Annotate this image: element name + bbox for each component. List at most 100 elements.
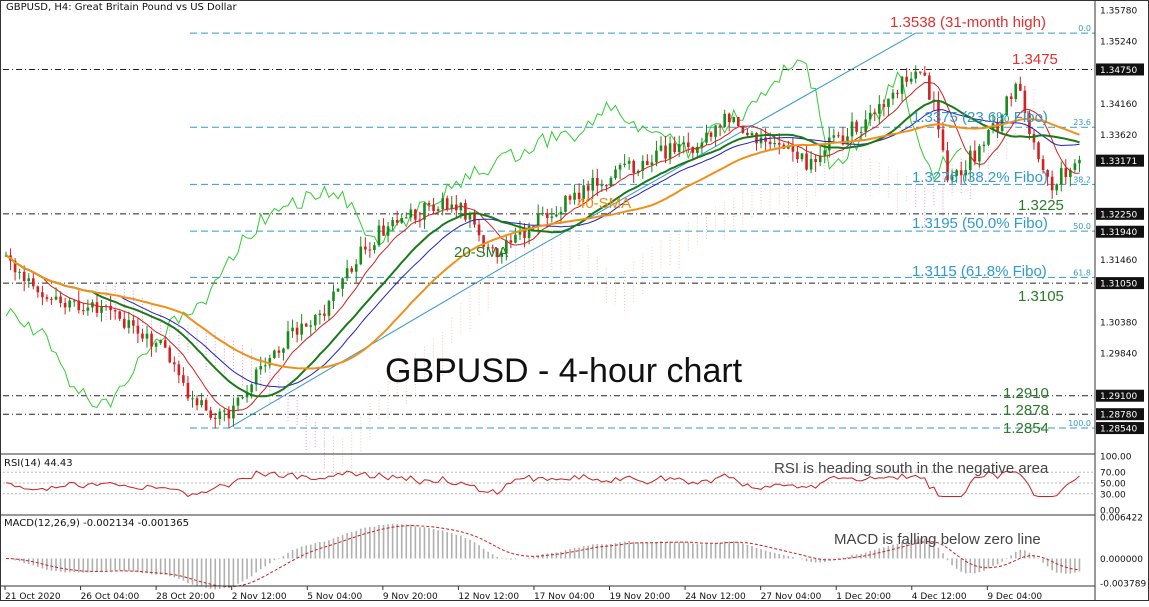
candle-body — [627, 160, 631, 164]
candle-body — [400, 218, 404, 223]
candle-body — [373, 245, 376, 250]
candle-body — [764, 137, 767, 142]
candle-body — [691, 146, 695, 153]
candle-body — [464, 203, 467, 220]
candle-body — [77, 300, 81, 311]
candle-body — [655, 150, 658, 163]
candle-body — [755, 132, 758, 144]
candle-body — [887, 98, 890, 107]
candle-body — [759, 137, 763, 144]
candle-body — [591, 177, 595, 191]
time-tick-5: 9 Nov 20:00 — [383, 592, 438, 602]
candle-body — [268, 358, 272, 366]
rsi-tick-0: 100.00 — [1100, 453, 1132, 463]
candle-body — [300, 323, 303, 335]
candle-body — [141, 333, 144, 339]
candle-body — [582, 185, 585, 199]
sma40-line — [5, 117, 1080, 370]
candle-body — [1009, 96, 1013, 99]
rsi-tick-3: 30.00 — [1100, 490, 1126, 500]
time-tick-6: 12 Nov 12:00 — [458, 592, 519, 602]
price-tick-14: 1.28540 — [1100, 425, 1137, 435]
candle-body — [605, 184, 608, 187]
candle-body — [791, 145, 795, 152]
time-tick-12: 4 Dec 12:00 — [912, 592, 967, 602]
candle-body — [923, 72, 927, 76]
candle-body — [445, 198, 449, 209]
candle-body — [31, 278, 35, 287]
candle-body — [564, 195, 567, 212]
label-fibo-61-8: 1.3115 (61.8% Fibo) — [912, 263, 1047, 280]
candle-body — [937, 100, 940, 130]
candle-body — [113, 310, 117, 312]
candle-body — [1069, 169, 1072, 178]
label-1-3225: 1.3225 — [1018, 197, 1064, 214]
candle-body — [641, 160, 645, 171]
candle-body — [596, 177, 599, 186]
candle-body — [1019, 83, 1022, 91]
candle-body — [336, 288, 340, 292]
candle-body — [223, 410, 226, 412]
candle-body — [1055, 184, 1059, 191]
candle-body — [482, 235, 485, 247]
candle-body — [427, 203, 431, 205]
candle-body — [659, 145, 663, 151]
rsi-note: RSI is heading south in the negative are… — [774, 460, 1049, 477]
candle-body — [518, 229, 522, 235]
candle-body — [987, 129, 990, 145]
macd-tick-2: -0.003789 — [1100, 580, 1146, 590]
macd-header: MACD(12,26,9) -0.002134 -0.001365 — [4, 518, 189, 529]
price-badge-12 — [1096, 389, 1144, 402]
candle-body — [955, 170, 958, 176]
fib-tick-4: 61.8 — [1073, 268, 1091, 277]
time-tick-1: 26 Oct 04:00 — [81, 592, 140, 602]
label-1-2854: 1.2854 — [1003, 420, 1049, 437]
candle-body — [177, 364, 181, 376]
price-badge-13 — [1096, 408, 1144, 421]
candle-body — [796, 151, 799, 160]
candle-body — [282, 348, 285, 353]
price-badge-7 — [1096, 225, 1144, 238]
chart-title: GBPUSD - 4-hour chart — [385, 352, 743, 390]
candle-body — [86, 307, 90, 311]
candle-body — [805, 153, 808, 170]
candle-body — [423, 203, 426, 220]
candle-body — [673, 143, 676, 153]
fib-tick-5: 100.0 — [1068, 419, 1091, 428]
candle-body — [359, 246, 363, 265]
candle-body — [250, 384, 253, 393]
time-tick-2: 28 Oct 20:00 — [156, 592, 215, 602]
candle-body — [1064, 168, 1068, 178]
candle-body — [559, 211, 563, 215]
fib-tick-3: 50.0 — [1073, 222, 1091, 231]
candle-body — [896, 92, 899, 94]
price-tick-11: 1.29840 — [1100, 349, 1137, 359]
price-badge-5 — [1096, 154, 1144, 167]
candle-body — [818, 155, 822, 163]
candle-body — [495, 248, 499, 257]
price-tick-4: 1.33620 — [1100, 131, 1137, 141]
label-40-sma: 40-SMA — [577, 195, 632, 212]
candle-body — [382, 225, 385, 236]
time-tick-4: 5 Nov 04:00 — [307, 592, 362, 602]
label-31-month-high: 1.3538 (31-month high) — [890, 14, 1046, 31]
candle-body — [709, 132, 713, 137]
candle-body — [741, 126, 745, 133]
candle-body — [646, 160, 649, 166]
tenkan-line — [5, 81, 1080, 412]
candle-body — [27, 278, 31, 281]
price-tick-10: 1.30380 — [1100, 318, 1137, 328]
candle-body — [1073, 163, 1077, 170]
macd-signal-line — [5, 524, 1080, 588]
candle-body — [664, 145, 667, 159]
candle-body — [263, 365, 267, 367]
candle-body — [968, 150, 972, 171]
candle-body — [777, 143, 781, 145]
candle-body — [100, 306, 103, 313]
candle-body — [505, 240, 508, 254]
candle-body — [18, 271, 21, 273]
price-badge-14 — [1096, 422, 1144, 435]
candle-body — [45, 297, 49, 299]
candle-body — [618, 164, 622, 170]
